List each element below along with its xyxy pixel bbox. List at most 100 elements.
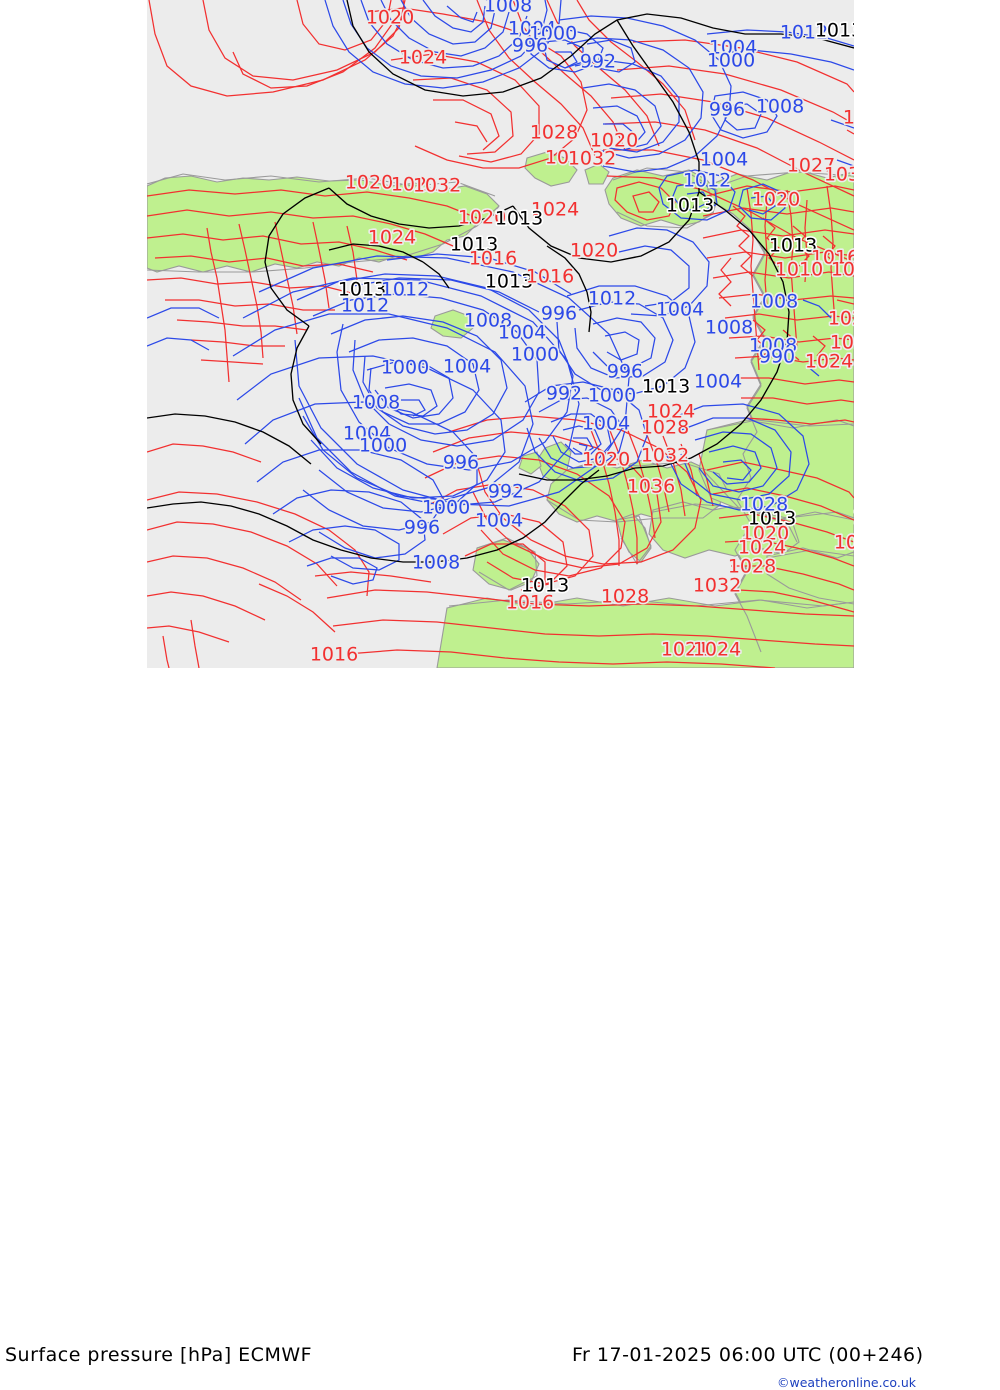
contour-label: 1013 — [666, 195, 714, 217]
ireland-landmass — [518, 451, 542, 475]
weather-map-page: 1020102010081008101210121013101310121012… — [5, 0, 924, 1390]
contour-label: 1032 — [641, 445, 689, 467]
contour-label-halo: 996 — [443, 452, 479, 474]
contour-label: 1024 — [831, 259, 854, 281]
contour-label-halo: 990 — [759, 346, 795, 368]
contour-label-halo: 1008 — [352, 392, 400, 414]
contour-label: 1008 — [412, 552, 460, 574]
contour-label-halo: 1012 — [341, 295, 389, 317]
contour-label-halo: 1008 — [484, 0, 532, 17]
contour-label-halo: 1032 — [824, 164, 854, 186]
contour-label: 990 — [759, 346, 795, 368]
contour-label: 1000 — [359, 435, 407, 457]
contour-label-halo: 996 — [607, 361, 643, 383]
contour-label: 1000 — [422, 497, 470, 519]
contour-label: 1024 — [399, 47, 447, 69]
contour-label: 996 — [404, 517, 440, 539]
contour-label-halo: 1010 — [775, 259, 823, 281]
contour-label-halo: 1020 — [458, 207, 506, 229]
iceland-landmass — [430, 309, 474, 339]
contour-label: 1008 — [750, 291, 798, 313]
pressure-map[interactable]: 1020102010081008101210121013101310121012… — [147, 0, 854, 668]
contour-label: 1016 — [526, 266, 574, 288]
contour-label: 1012 — [381, 279, 429, 301]
contour-label-halo: 1032 — [413, 175, 461, 197]
contour-label: 1004 — [508, 18, 556, 40]
contour-label-halo: 992 — [580, 51, 616, 73]
contour-label-halo: 996 — [541, 303, 577, 325]
contour-label-halo: 1013 — [495, 208, 543, 230]
contour-label-halo: 1024 — [843, 107, 854, 129]
contour-label: 1020 — [458, 207, 506, 229]
contour-label: 1013 — [450, 234, 498, 256]
map-canvas[interactable]: 1020102010081008101210121013101310121012… — [147, 0, 854, 668]
contour-label-halo: 1016 — [469, 248, 517, 270]
contour-label-halo: 1020 — [582, 449, 630, 471]
copyright-notice[interactable]: ©weatheronline.co.uk — [777, 1375, 916, 1390]
contour-label: 1024 — [828, 308, 854, 330]
contour-label-halo: 1012 — [780, 22, 828, 44]
contour-label: 1008 — [352, 392, 400, 414]
contour-label: 1012 — [588, 288, 636, 310]
contour-label-halo: 1012 — [683, 170, 731, 192]
contour-label: 1012 — [683, 170, 731, 192]
contour-label-halo: 1008 — [705, 317, 753, 339]
contour-label-halo: 1013 — [815, 20, 854, 42]
contour-label: 1013 — [815, 20, 854, 42]
contour-label-halo: 1013 — [450, 234, 498, 256]
contour-label-halo: 1021 — [661, 639, 709, 661]
contour-label: 1008 — [464, 310, 512, 332]
contour-label: 1004 — [709, 37, 757, 59]
contour-label-halo: 1000 — [511, 344, 559, 366]
contour-label-halo: 1020 — [752, 189, 800, 211]
contour-label-halo: 1004 — [582, 413, 630, 435]
contour-label: 1004 — [498, 322, 546, 344]
contour-label: 992 — [488, 481, 524, 503]
contour-label-halo: 1016 — [310, 644, 358, 666]
contour-label-halo: 1004 — [343, 423, 391, 445]
contour-label: 1010 — [545, 147, 593, 169]
contour-label: 996 — [512, 35, 548, 57]
contour-label-halo: 1036 — [627, 476, 675, 498]
contour-label: 1024 — [368, 227, 416, 249]
contour-label: 1020 — [366, 7, 414, 29]
contour-label-halo: 1008 — [750, 291, 798, 313]
contour-label-halo: 1000 — [422, 497, 470, 519]
contour-label: 1013 — [521, 575, 569, 597]
contour-label: 1016 — [811, 247, 854, 269]
contour-label-halo: 1008 — [749, 335, 797, 357]
north-africa-landmass — [436, 597, 854, 668]
contour-label-halo: 1020 — [366, 7, 414, 29]
contour-label: 1020 — [590, 130, 638, 152]
contour-label: 1008 — [705, 317, 753, 339]
contour-label-halo: 1000 — [707, 50, 755, 72]
contour-label-halo: 1000 — [529, 23, 577, 45]
contour-label-halo: 1013 — [748, 508, 796, 530]
contour-label-halo: 1004 — [700, 149, 748, 171]
contour-label: 1028 — [641, 417, 689, 439]
contour-label-halo: 1004 — [498, 322, 546, 344]
contour-label-halo: 1008 — [464, 310, 512, 332]
contour-label: 1032 — [693, 575, 741, 597]
contour-label: 1008 — [756, 96, 804, 118]
contour-label: 1024 — [805, 351, 853, 373]
contour-label: 1024 — [738, 537, 786, 559]
contour-label-halo: 1020 — [590, 130, 638, 152]
contour-label-halo: 1020 — [741, 523, 789, 545]
contour-label-halo: 996 — [404, 517, 440, 539]
contour-label: 996 — [541, 303, 577, 325]
contour-label: 1013 — [485, 271, 533, 293]
contour-label: 1016 — [469, 248, 517, 270]
contour-label-halo: 1028 — [530, 122, 578, 144]
contour-label: 1012 — [780, 22, 828, 44]
arctic-island-2 — [584, 163, 610, 185]
contour-label: 1008 — [484, 0, 532, 17]
contour-label: 1004 — [656, 299, 704, 321]
valid-datetime: Fr 17-01-2025 06:00 UTC (00+246) — [572, 1344, 924, 1366]
contour-label: 1028 — [740, 494, 788, 516]
contour-label-halo: 1028 — [641, 417, 689, 439]
contour-label-halo: 1024 — [831, 259, 854, 281]
contour-label: 1028 — [530, 122, 578, 144]
contour-label-halo: 1032 — [641, 445, 689, 467]
contour-label-halo: 1024 — [368, 227, 416, 249]
